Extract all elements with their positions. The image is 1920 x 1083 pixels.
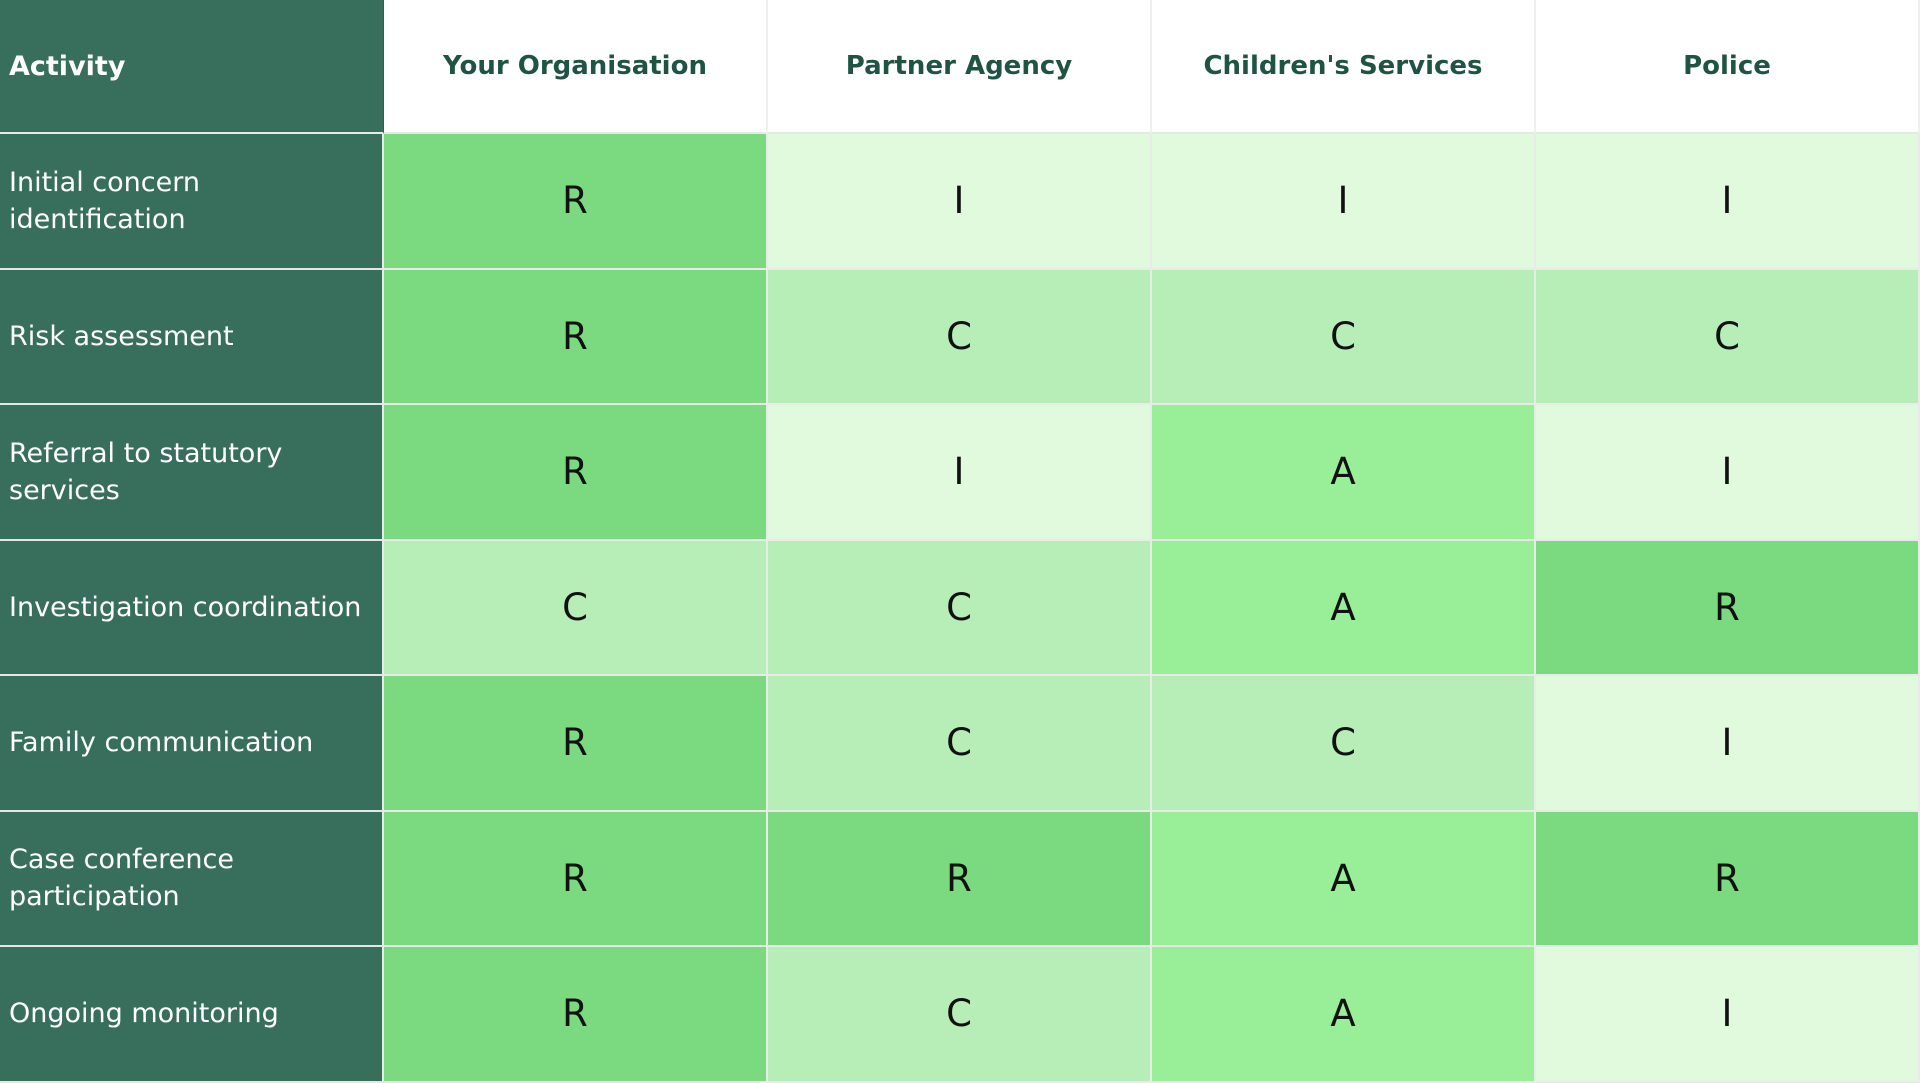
raci-cell: C <box>768 540 1152 676</box>
raci-cell: R <box>384 269 768 405</box>
raci-cell: C <box>1152 676 1536 812</box>
raci-cell: R <box>384 134 768 270</box>
column-header-your-organisation: Your Organisation <box>384 0 768 134</box>
raci-cell: A <box>1152 405 1536 541</box>
raci-cell: I <box>768 134 1152 270</box>
raci-cell: C <box>768 947 1152 1083</box>
raci-cell: R <box>384 676 768 812</box>
row-label-case-conference-participation: Case conference participation <box>0 811 384 947</box>
row-label-ongoing-monitoring: Ongoing monitoring <box>0 947 384 1083</box>
row-label-family-communication: Family communication <box>0 676 384 812</box>
raci-cell: R <box>768 811 1152 947</box>
column-header-partner-agency: Partner Agency <box>768 0 1152 134</box>
raci-cell: I <box>1536 676 1920 812</box>
row-label-initial-concern-identification: Initial concern identification <box>0 134 384 270</box>
raci-cell: A <box>1152 540 1536 676</box>
raci-cell: A <box>1152 947 1536 1083</box>
row-label-investigation-coordination: Investigation coordination <box>0 540 384 676</box>
raci-cell: A <box>1152 811 1536 947</box>
raci-cell: I <box>1152 134 1536 270</box>
raci-cell: I <box>768 405 1152 541</box>
column-header-police: Police <box>1536 0 1920 134</box>
raci-cell: R <box>384 405 768 541</box>
raci-cell: C <box>768 269 1152 405</box>
raci-cell: R <box>384 947 768 1083</box>
raci-cell: R <box>1536 811 1920 947</box>
row-label-referral-to-statutory-services: Referral to statutory services <box>0 405 384 541</box>
raci-cell: C <box>1152 269 1536 405</box>
raci-cell: I <box>1536 405 1920 541</box>
raci-cell: I <box>1536 947 1920 1083</box>
raci-cell: R <box>1536 540 1920 676</box>
raci-cell: C <box>384 540 768 676</box>
raci-cell: C <box>1536 269 1920 405</box>
raci-cell: I <box>1536 134 1920 270</box>
activity-column-header: Activity <box>0 0 384 134</box>
raci-cell: C <box>768 676 1152 812</box>
row-label-risk-assessment: Risk assessment <box>0 269 384 405</box>
column-header-childrens-services: Children's Services <box>1152 0 1536 134</box>
raci-cell: R <box>384 811 768 947</box>
